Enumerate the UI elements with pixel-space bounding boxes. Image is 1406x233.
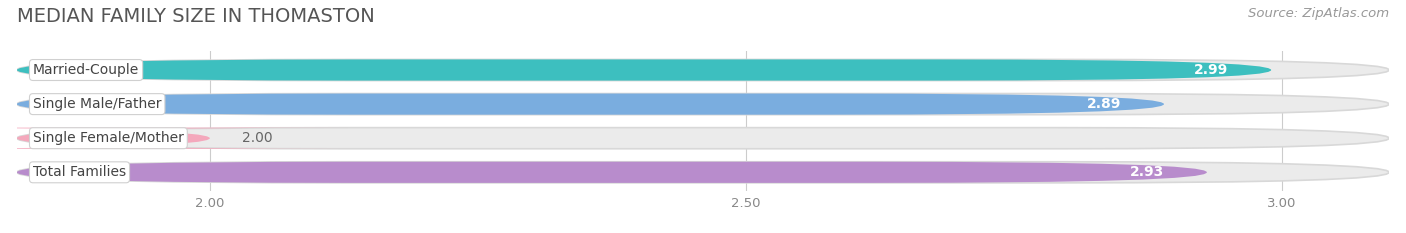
FancyBboxPatch shape xyxy=(17,162,1206,183)
FancyBboxPatch shape xyxy=(17,93,1164,115)
Text: Single Female/Mother: Single Female/Mother xyxy=(32,131,184,145)
FancyBboxPatch shape xyxy=(17,128,1389,149)
FancyBboxPatch shape xyxy=(0,128,349,149)
Text: 2.00: 2.00 xyxy=(242,131,273,145)
Text: Single Male/Father: Single Male/Father xyxy=(32,97,162,111)
FancyBboxPatch shape xyxy=(17,162,1389,183)
Text: Source: ZipAtlas.com: Source: ZipAtlas.com xyxy=(1249,7,1389,20)
Text: Married-Couple: Married-Couple xyxy=(32,63,139,77)
Text: Total Families: Total Families xyxy=(32,165,127,179)
Text: 2.99: 2.99 xyxy=(1194,63,1229,77)
FancyBboxPatch shape xyxy=(17,93,1389,115)
Text: MEDIAN FAMILY SIZE IN THOMASTON: MEDIAN FAMILY SIZE IN THOMASTON xyxy=(17,7,374,26)
Text: 2.89: 2.89 xyxy=(1087,97,1121,111)
FancyBboxPatch shape xyxy=(17,59,1271,81)
Text: 2.93: 2.93 xyxy=(1130,165,1164,179)
FancyBboxPatch shape xyxy=(17,59,1389,81)
